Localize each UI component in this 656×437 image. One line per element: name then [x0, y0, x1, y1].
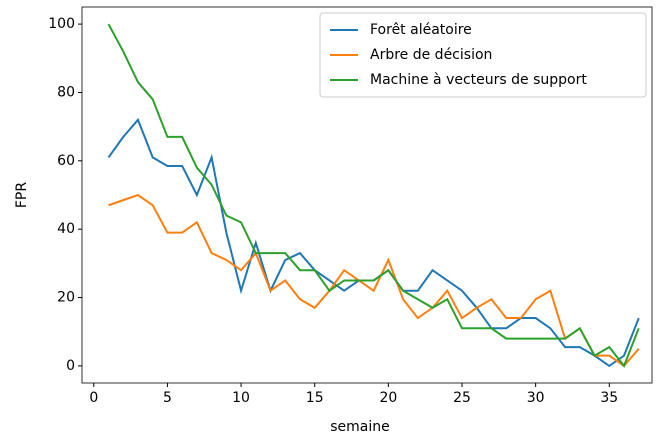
legend-label: Arbre de décision — [370, 47, 492, 63]
x-tick-label: 35 — [600, 390, 618, 406]
legend-box — [319, 12, 647, 98]
x-tick-label: 15 — [306, 390, 324, 406]
series-line — [107, 23, 640, 368]
series-line — [107, 117, 640, 368]
y-tick-label: 100 — [48, 16, 75, 32]
x-tick-label: 5 — [163, 390, 172, 406]
x-tick-label: 20 — [379, 390, 397, 406]
y-tick-label: 80 — [57, 84, 75, 100]
series-line — [108, 193, 640, 368]
x-tick-label: 10 — [232, 390, 250, 406]
x-tick-label: 30 — [527, 390, 545, 406]
y-tick-label: 0 — [66, 358, 75, 374]
y-tick-label: 40 — [57, 221, 75, 237]
x-tick-label: 0 — [89, 390, 98, 406]
y-tick-label: 60 — [57, 153, 75, 169]
legend-label: Forêt aléatoire — [370, 22, 472, 38]
plot-frame — [81, 6, 653, 384]
y-axis-label: FPR — [14, 182, 30, 208]
legend-label: Machine à vecteurs de support — [370, 72, 587, 88]
y-tick-label: 20 — [57, 290, 75, 306]
x-tick-label: 25 — [453, 390, 471, 406]
x-axis-label: semaine — [330, 419, 390, 435]
